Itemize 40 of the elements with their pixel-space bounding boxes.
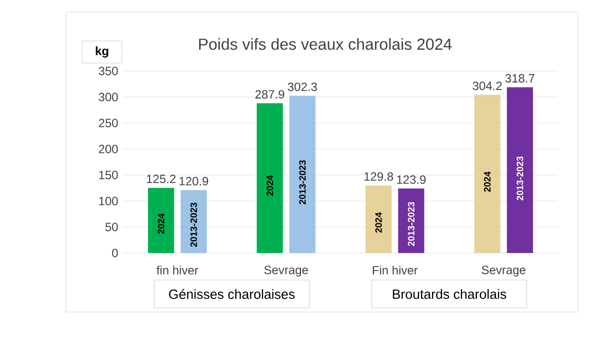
text: 2024 [375,212,382,233]
text: Génisses charolaises [169,289,295,299]
y-tick-label: 100 [99,196,118,206]
y-tick-label: 300 [98,92,118,102]
chart-title: Poids vifs des veaux charolais 2024 [199,38,452,50]
bar [398,188,424,253]
text: Broutards charolais [392,289,506,299]
text: 2013-2023 [516,156,524,200]
x-tick-label: Sevrage [264,266,308,277]
y-tick-label: 250 [98,118,118,128]
series-label: 2013-2023 [190,202,197,247]
data-label: 318.7 [505,74,534,83]
data-label: 125.2 [146,174,176,184]
bar [180,190,207,253]
bar [256,103,283,253]
data-label: 120.9 [180,176,208,186]
y-tick-label: 200 [98,144,118,154]
x-tick-label: fin hiver [156,266,198,275]
bar [366,185,392,253]
y-axis-title: kg [96,46,108,58]
data-label: 129.8 [364,172,394,181]
y-tick-label: 0 [112,248,118,258]
text: 2013-2023 [408,202,414,246]
data-label: 304.2 [472,82,502,90]
y-tick-label: 350 [98,66,118,76]
bar [474,94,500,253]
x-tick-label: Fin hiver [372,266,418,275]
series-label: 2024 [158,213,164,234]
y-tick-label: 150 [99,170,118,180]
y-tick-label: 50 [105,222,118,232]
bar [289,96,316,253]
text: 2024 [484,171,491,192]
text: 2013-2023 [299,160,306,204]
data-label: 287.9 [255,90,284,99]
x-tick-label: Sevrage [482,266,526,277]
data-label: 302.3 [288,82,317,92]
text: 2024 [266,175,274,196]
bar [506,87,533,253]
data-label: 123.9 [397,175,426,184]
bar [148,188,174,253]
